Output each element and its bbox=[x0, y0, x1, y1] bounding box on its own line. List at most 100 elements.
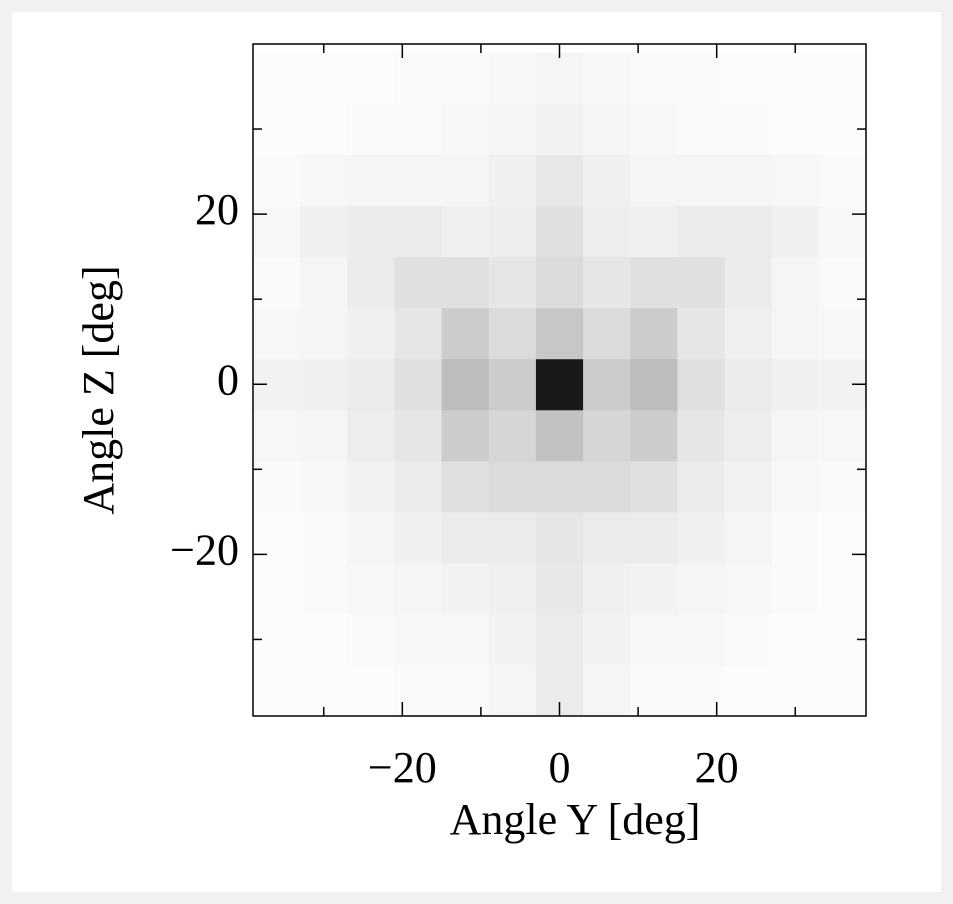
heat-cell bbox=[347, 154, 395, 207]
heat-cell bbox=[583, 205, 631, 258]
heat-cell bbox=[818, 562, 867, 615]
heat-cell bbox=[630, 103, 678, 156]
heat-cell bbox=[535, 154, 584, 207]
heat-cell bbox=[394, 409, 443, 462]
heat-cell bbox=[488, 511, 537, 564]
heat-cell bbox=[347, 460, 395, 513]
heat-cell bbox=[818, 52, 867, 105]
heat-cell bbox=[488, 358, 537, 411]
heatmap bbox=[253, 52, 867, 717]
heat-cell bbox=[630, 256, 678, 309]
heat-cell bbox=[818, 256, 867, 309]
heat-cell bbox=[771, 409, 820, 462]
heat-cell bbox=[394, 358, 443, 411]
heat-cell bbox=[771, 460, 820, 513]
heat-cell bbox=[583, 358, 631, 411]
heat-cell bbox=[677, 154, 726, 207]
heat-cell bbox=[441, 307, 490, 360]
heat-cell bbox=[441, 205, 490, 258]
heat-cell bbox=[535, 562, 584, 615]
heat-cell bbox=[630, 307, 678, 360]
heat-cell bbox=[724, 256, 773, 309]
heat-cell bbox=[253, 409, 301, 462]
heat-cell bbox=[630, 205, 678, 258]
heat-cell bbox=[394, 307, 443, 360]
heat-cell bbox=[535, 409, 584, 462]
heat-cell bbox=[583, 52, 631, 105]
heat-cell bbox=[441, 460, 490, 513]
heat-cell bbox=[535, 613, 584, 666]
heat-cell bbox=[394, 562, 443, 615]
heat-cell bbox=[441, 613, 490, 666]
heat-cell bbox=[771, 256, 820, 309]
heat-cell bbox=[771, 307, 820, 360]
heat-cell bbox=[724, 511, 773, 564]
x-tick-label: 20 bbox=[695, 743, 739, 792]
heat-cell bbox=[535, 460, 584, 513]
heat-cell bbox=[771, 613, 820, 666]
y-tick-label: 0 bbox=[217, 355, 239, 404]
heat-cell bbox=[771, 154, 820, 207]
heat-cell bbox=[300, 307, 348, 360]
heat-cell bbox=[300, 205, 348, 258]
heat-cell bbox=[347, 103, 395, 156]
y-tick-label: −20 bbox=[170, 525, 239, 574]
heat-cell bbox=[253, 52, 301, 105]
heat-cell bbox=[300, 358, 348, 411]
heat-cell bbox=[441, 511, 490, 564]
heat-cell bbox=[630, 511, 678, 564]
heat-cell bbox=[488, 205, 537, 258]
heat-cell bbox=[347, 52, 395, 105]
heat-cell bbox=[300, 154, 348, 207]
heat-cell bbox=[677, 52, 726, 105]
heat-cell bbox=[583, 103, 631, 156]
y-tick-label: 20 bbox=[195, 185, 239, 234]
heat-cell bbox=[724, 154, 773, 207]
heat-cell bbox=[771, 358, 820, 411]
heat-cell bbox=[535, 358, 584, 411]
heat-cell bbox=[300, 562, 348, 615]
heat-cell bbox=[488, 256, 537, 309]
heat-cell bbox=[535, 307, 584, 360]
heat-cell bbox=[583, 562, 631, 615]
heat-cell bbox=[535, 52, 584, 105]
heat-cell bbox=[488, 154, 537, 207]
heat-cell bbox=[488, 52, 537, 105]
heat-cell bbox=[253, 154, 301, 207]
heat-cell bbox=[488, 562, 537, 615]
heat-cell bbox=[677, 664, 726, 717]
heat-cell bbox=[300, 511, 348, 564]
heat-cell bbox=[724, 103, 773, 156]
heat-cell bbox=[300, 460, 348, 513]
heat-cell bbox=[347, 613, 395, 666]
heat-cell bbox=[583, 409, 631, 462]
heat-cell bbox=[347, 562, 395, 615]
heat-cell bbox=[771, 103, 820, 156]
heat-cell bbox=[394, 154, 443, 207]
heat-cell bbox=[394, 205, 443, 258]
heat-cell bbox=[253, 205, 301, 258]
heat-cell bbox=[488, 307, 537, 360]
heat-cell bbox=[347, 256, 395, 309]
heat-cell bbox=[347, 205, 395, 258]
heat-cell bbox=[535, 511, 584, 564]
heat-cell bbox=[677, 409, 726, 462]
heat-cell bbox=[394, 256, 443, 309]
heat-cell bbox=[818, 460, 867, 513]
heat-cell bbox=[300, 613, 348, 666]
heat-cell bbox=[818, 664, 867, 717]
heat-cell bbox=[583, 154, 631, 207]
heat-cell bbox=[677, 205, 726, 258]
heat-cell bbox=[583, 307, 631, 360]
heat-cell bbox=[630, 613, 678, 666]
heat-cell bbox=[583, 613, 631, 666]
heat-cell bbox=[300, 52, 348, 105]
heat-cell bbox=[535, 103, 584, 156]
heat-cell bbox=[724, 460, 773, 513]
heat-cell bbox=[488, 460, 537, 513]
heat-cell bbox=[488, 409, 537, 462]
heat-cell bbox=[488, 664, 537, 717]
heat-cell bbox=[394, 460, 443, 513]
